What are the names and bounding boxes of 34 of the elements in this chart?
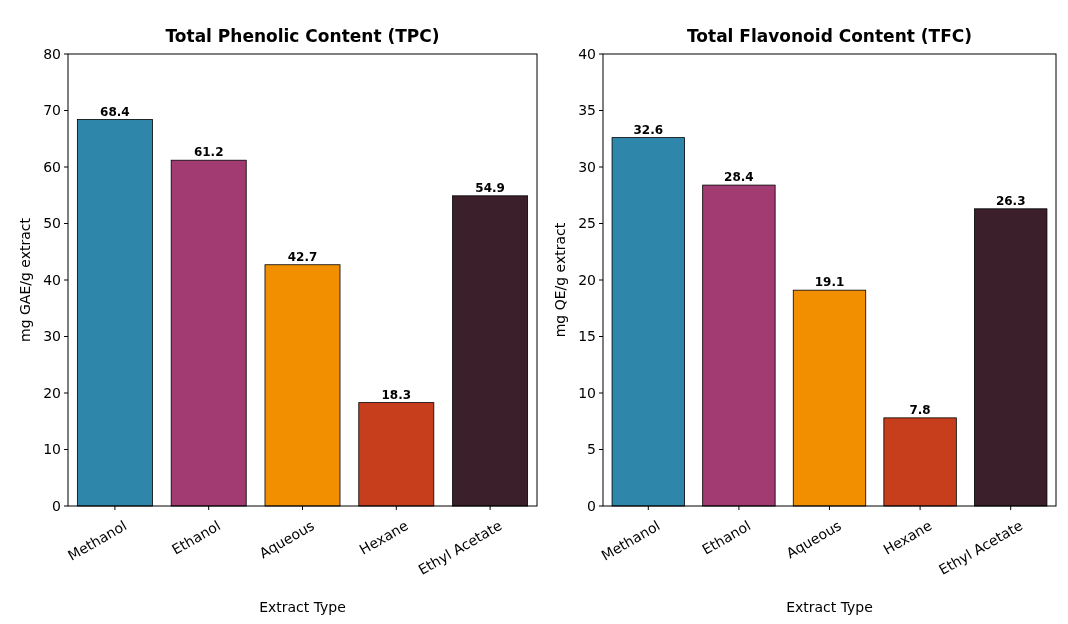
data-label: 42.7 <box>287 249 318 264</box>
x-axis-title: Extract Type <box>786 599 873 615</box>
data-label: 7.8 <box>909 402 931 417</box>
y-tick-label: 5 <box>587 441 596 458</box>
data-label: 26.3 <box>995 193 1026 208</box>
y-tick-label: 40 <box>578 45 596 62</box>
data-label: 18.3 <box>381 387 412 402</box>
y-tick-label: 50 <box>43 215 61 232</box>
y-tick-label: 60 <box>43 158 61 175</box>
y-tick-label: 20 <box>43 384 61 401</box>
y-tick-label: 15 <box>578 328 596 345</box>
data-label: 61.2 <box>193 145 224 160</box>
data-label: 54.9 <box>475 180 505 195</box>
y-tick-label: 70 <box>43 102 61 119</box>
y-tick-label: 0 <box>52 497 61 514</box>
y-tick-label: 10 <box>578 384 596 401</box>
chart-title: Total Phenolic Content (TPC) <box>165 26 440 46</box>
data-label: 68.4 <box>100 104 130 119</box>
y-tick-label: 30 <box>578 158 596 175</box>
data-label: 32.6 <box>633 122 664 137</box>
data-label: 28.4 <box>724 170 754 185</box>
y-tick-label: 80 <box>43 45 61 62</box>
y-tick-label: 30 <box>43 328 61 345</box>
y-axis-title: mg QE/g extract <box>552 222 568 338</box>
x-axis-title: Extract Type <box>259 599 346 615</box>
y-tick-label: 0 <box>587 497 596 514</box>
y-axis-title: mg GAE/g extract <box>17 217 33 342</box>
y-tick-label: 10 <box>43 441 61 458</box>
chart-title: Total Flavonoid Content (TFC) <box>686 26 973 46</box>
y-tick-label: 25 <box>578 215 596 232</box>
data-label: 19.1 <box>814 275 845 290</box>
y-tick-label: 20 <box>578 271 596 288</box>
y-tick-label: 40 <box>43 271 61 288</box>
y-tick-label: 35 <box>578 102 596 119</box>
